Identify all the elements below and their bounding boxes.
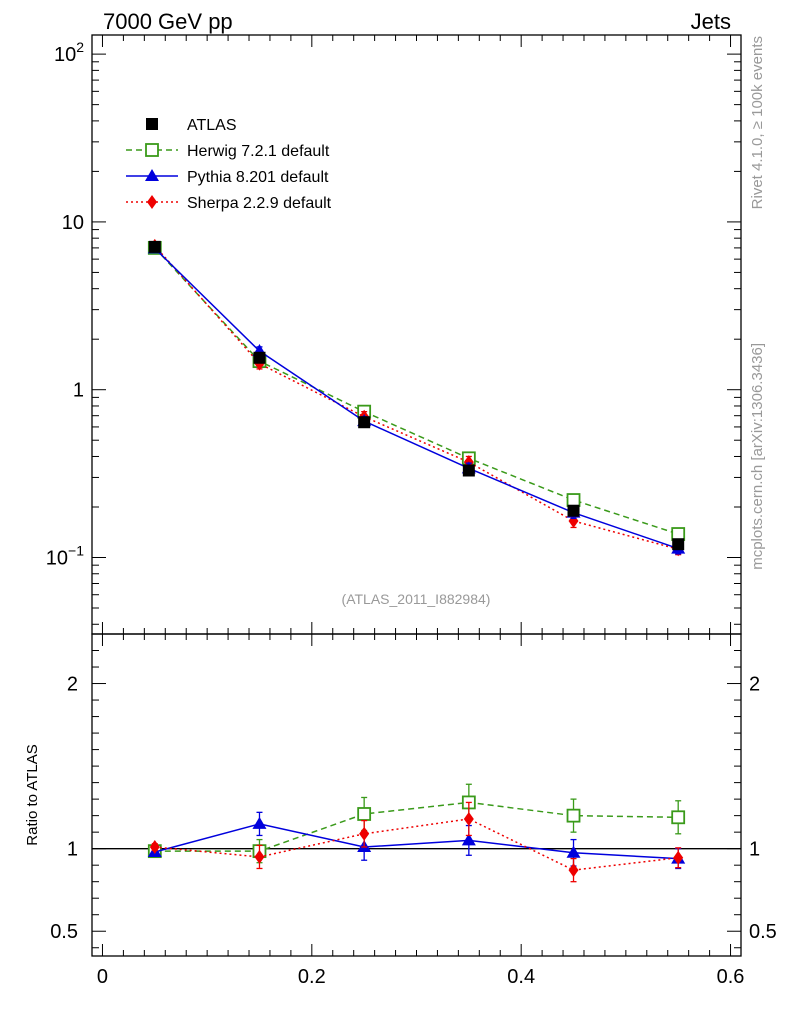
x-tick-label: 0.4: [507, 966, 535, 988]
legend-atlas-label: ATLAS: [187, 117, 237, 134]
analysis-label: (ATLAS_2011_I882984): [342, 591, 491, 607]
ratio-plot: 0 0.2 0.4 0.6 0.5 0.5 1 1 2 2: [50, 633, 777, 988]
ratio-sherpa-point: [673, 850, 684, 865]
main-herwig-line: [154, 247, 679, 535]
ratio-herwig-point: [357, 807, 372, 821]
ratio-plot-frame: [91, 633, 742, 957]
main-atlas-point: [462, 464, 475, 477]
main-atlas-point: [567, 504, 580, 517]
ratio-pythia-line: [154, 823, 679, 860]
main-pythia-line: [154, 247, 679, 550]
ratio-herwig-point: [566, 808, 581, 823]
ratio-sherpa-point: [254, 849, 265, 864]
main-herwig-point: [566, 493, 581, 507]
x-tick-label: 0.6: [717, 966, 745, 988]
x-tick-label: 0.2: [298, 966, 326, 988]
ratio-sherpa-point: [463, 811, 474, 826]
main-atlas-point: [148, 240, 161, 253]
y-tick-label: 10: [62, 212, 84, 234]
legend: ATLAS Herwig 7.2.1 default Pythia 8.201 de…: [126, 117, 332, 212]
legend-sherpa-label: Sherpa 2.2.9 default: [187, 195, 332, 212]
y-tick-label: 1: [73, 380, 84, 402]
legend-pythia-marker: [145, 169, 159, 181]
legend-sherpa-marker: [147, 195, 157, 209]
ratio-pythia-point: [566, 845, 581, 858]
legend-herwig-label: Herwig 7.2.1 default: [187, 143, 330, 160]
main-atlas-point: [253, 351, 266, 364]
ratio-herwig-line: [154, 801, 679, 852]
y-tick-label-right: 0.5: [749, 921, 777, 943]
legend-pythia-label: Pythia 8.201 default: [187, 169, 329, 186]
rivet-label: Rivet 4.1.0, ≥ 100k events: [749, 36, 766, 209]
ratio-sherpa-line: [154, 818, 679, 871]
main-plot: 10−1 1 10 102: [46, 34, 742, 956]
legend-herwig-marker: [145, 143, 159, 157]
x-tick-label: 0: [97, 966, 108, 988]
ratio-pythia-point: [252, 816, 267, 829]
ratio-herwig-point: [671, 810, 686, 825]
y-tick-label: 1: [67, 839, 78, 861]
y-tick-label: 0.5: [50, 921, 78, 943]
ratio-sherpa-point: [149, 840, 160, 855]
y-tick-label: 2: [67, 674, 78, 696]
main-atlas-point: [672, 538, 685, 551]
main-sherpa-line: [154, 245, 679, 550]
ratio-y-axis-label: Ratio to ATLAS: [24, 744, 41, 845]
main-atlas-point: [358, 416, 371, 429]
y-tick-label: 10−1: [46, 542, 84, 569]
header-left-label: 7000 GeV pp: [103, 9, 233, 34]
ratio-sherpa-point: [568, 863, 579, 878]
y-tick-label-right: 1: [749, 839, 760, 861]
legend-atlas-marker: [146, 118, 158, 130]
header-right-label: Jets: [691, 9, 731, 34]
y-tick-label: 102: [54, 39, 84, 66]
ratio-pythia-point: [461, 833, 476, 846]
ratio-sherpa-point: [359, 826, 370, 841]
mcplots-label: mcplots.cern.ch [arXiv:1306.3436]: [749, 343, 766, 570]
y-tick-label-right: 2: [749, 674, 760, 696]
